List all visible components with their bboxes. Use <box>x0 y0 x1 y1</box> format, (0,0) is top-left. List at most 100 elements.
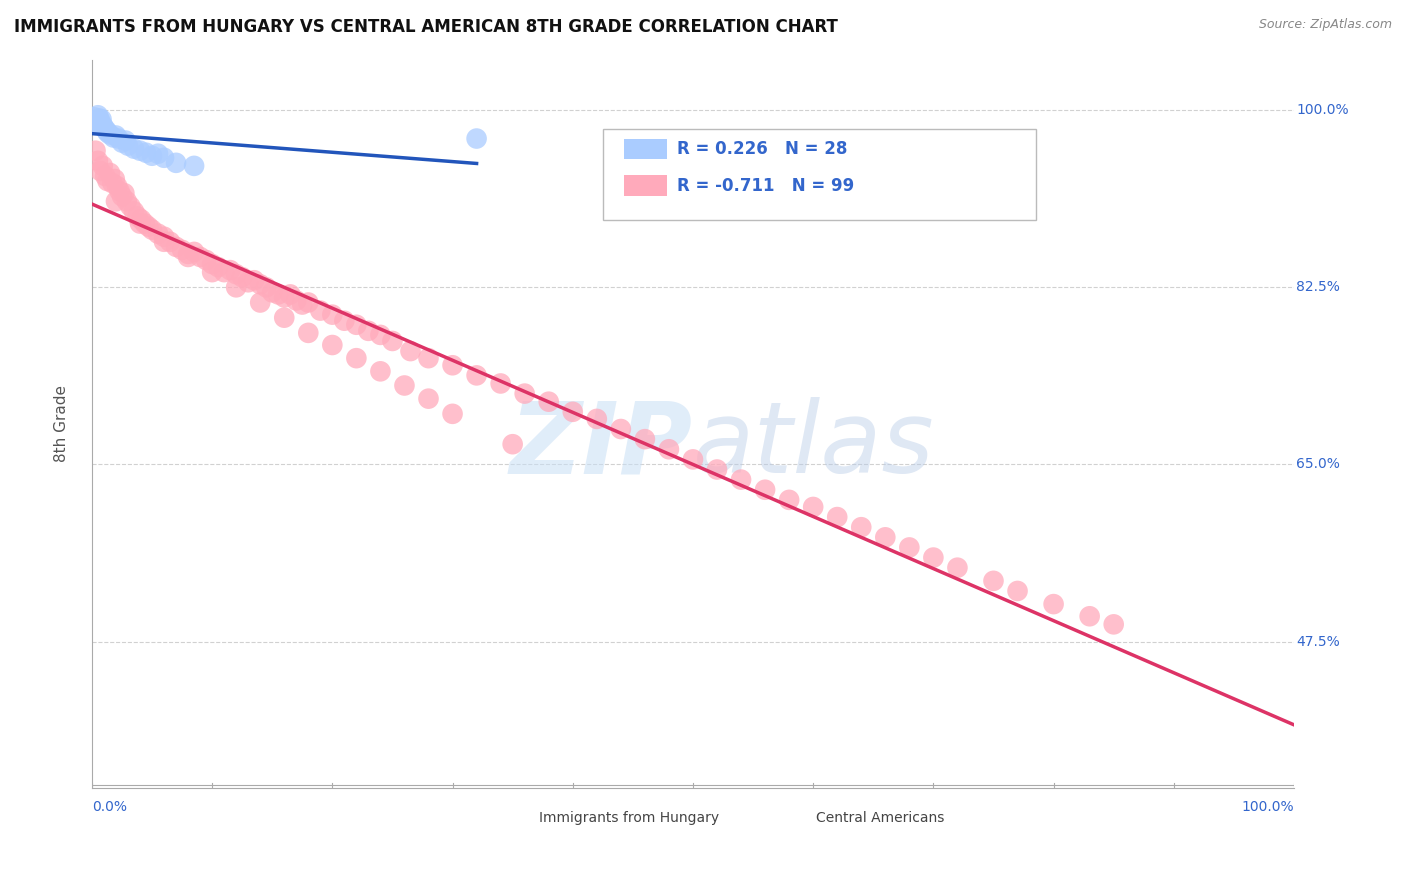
Point <box>104 128 127 143</box>
Point <box>344 318 367 332</box>
Point <box>195 252 218 267</box>
Point <box>122 204 145 219</box>
Point <box>946 560 969 574</box>
Point <box>344 351 367 366</box>
Point <box>394 378 416 392</box>
Point <box>321 308 343 322</box>
Point <box>262 285 284 300</box>
Point <box>243 273 266 287</box>
Text: IMMIGRANTS FROM HUNGARY VS CENTRAL AMERICAN 8TH GRADE CORRELATION CHART: IMMIGRANTS FROM HUNGARY VS CENTRAL AMERI… <box>14 18 838 36</box>
Point <box>86 116 108 130</box>
Point <box>754 483 776 497</box>
Point <box>87 153 110 168</box>
Point <box>146 146 169 161</box>
Text: ZIP: ZIP <box>510 397 693 494</box>
Point <box>441 407 464 421</box>
Point <box>87 108 110 122</box>
Point <box>103 130 125 145</box>
Point <box>91 119 114 133</box>
Point <box>249 295 271 310</box>
Point <box>285 293 308 308</box>
Point <box>333 314 356 328</box>
Point <box>146 227 169 241</box>
Point <box>89 164 111 178</box>
Point <box>1042 597 1064 611</box>
Text: 100.0%: 100.0% <box>1296 103 1348 117</box>
Point <box>1102 617 1125 632</box>
Point <box>101 176 124 190</box>
Point <box>129 212 152 227</box>
Point <box>83 110 105 124</box>
Point <box>983 574 1005 588</box>
Point <box>249 277 271 292</box>
Point <box>141 222 163 236</box>
Point <box>321 338 343 352</box>
Point <box>96 123 118 137</box>
Point <box>297 326 319 340</box>
Point <box>399 344 422 359</box>
Point <box>1078 609 1101 624</box>
Text: Central Americans: Central Americans <box>815 811 943 825</box>
Point <box>91 159 114 173</box>
Point <box>104 194 127 209</box>
Point <box>513 386 536 401</box>
Point <box>84 144 107 158</box>
Point <box>104 172 127 186</box>
Point <box>93 120 115 135</box>
Point <box>138 219 160 234</box>
Point <box>730 473 752 487</box>
Point <box>381 334 404 348</box>
Text: R = -0.711   N = 99: R = -0.711 N = 99 <box>678 177 855 194</box>
Point <box>441 358 464 372</box>
Point <box>89 114 111 128</box>
Point <box>634 432 657 446</box>
Text: 47.5%: 47.5% <box>1296 634 1340 648</box>
Point <box>297 295 319 310</box>
Point <box>898 541 921 555</box>
Point <box>207 260 229 274</box>
Point <box>165 156 187 170</box>
Point <box>922 550 945 565</box>
Point <box>370 327 392 342</box>
Point <box>273 290 295 304</box>
Point <box>153 229 176 244</box>
Point <box>111 189 134 203</box>
Text: 0.0%: 0.0% <box>91 800 127 814</box>
Point <box>1007 584 1029 599</box>
Text: 8th Grade: 8th Grade <box>55 385 69 462</box>
Point <box>706 462 728 476</box>
Point <box>254 280 277 294</box>
Bar <box>624 139 666 160</box>
Point <box>111 136 134 150</box>
Point <box>201 265 224 279</box>
Point <box>177 247 200 261</box>
Point <box>851 520 873 534</box>
Point <box>135 145 157 160</box>
Point <box>489 376 512 391</box>
Bar <box>624 176 666 196</box>
Point <box>219 263 242 277</box>
Text: 82.5%: 82.5% <box>1296 280 1340 294</box>
Point <box>238 275 260 289</box>
Point <box>225 280 247 294</box>
Point <box>370 364 392 378</box>
Point <box>267 287 290 301</box>
Point <box>778 492 800 507</box>
Point <box>134 217 156 231</box>
Point <box>502 437 524 451</box>
Text: 65.0%: 65.0% <box>1296 458 1340 472</box>
Point <box>225 267 247 281</box>
Point <box>159 235 181 249</box>
Text: Immigrants from Hungary: Immigrants from Hungary <box>538 811 720 825</box>
Point <box>120 199 142 213</box>
Text: 100.0%: 100.0% <box>1241 800 1294 814</box>
Point <box>875 530 897 544</box>
Point <box>273 310 295 325</box>
Point <box>112 186 135 201</box>
Point <box>108 184 131 198</box>
Text: Source: ZipAtlas.com: Source: ZipAtlas.com <box>1258 18 1392 31</box>
Point <box>89 112 111 126</box>
Point <box>465 131 488 145</box>
Text: R = 0.226   N = 28: R = 0.226 N = 28 <box>678 140 848 158</box>
Point <box>278 287 301 301</box>
